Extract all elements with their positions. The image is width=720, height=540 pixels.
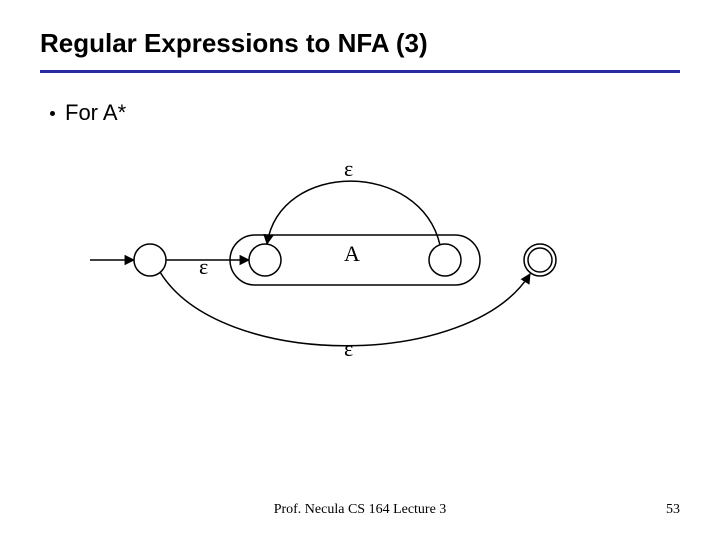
state-aOut bbox=[429, 244, 461, 276]
epsilon-label-left: ε bbox=[199, 254, 208, 280]
state-accept bbox=[524, 244, 556, 276]
a-label: A bbox=[344, 241, 360, 267]
bullet-dot-icon bbox=[50, 111, 55, 116]
nfa-diagram: ε ε A ε bbox=[80, 150, 620, 370]
epsilon-label-bottom: ε bbox=[344, 336, 353, 362]
bullet-item: For A* bbox=[50, 100, 126, 126]
bullet-text: For A* bbox=[65, 100, 126, 126]
epsilon-label-top: ε bbox=[344, 156, 353, 182]
slide: Regular Expressions to NFA (3) For A* ε … bbox=[0, 0, 720, 540]
edge-skip-forward bbox=[160, 272, 530, 346]
state-start bbox=[134, 244, 166, 276]
page-number: 53 bbox=[666, 502, 680, 518]
footer-text: Prof. Necula CS 164 Lecture 3 bbox=[0, 502, 720, 518]
state-aIn bbox=[249, 244, 281, 276]
slide-title: Regular Expressions to NFA (3) bbox=[40, 28, 428, 59]
title-underline bbox=[40, 70, 680, 73]
